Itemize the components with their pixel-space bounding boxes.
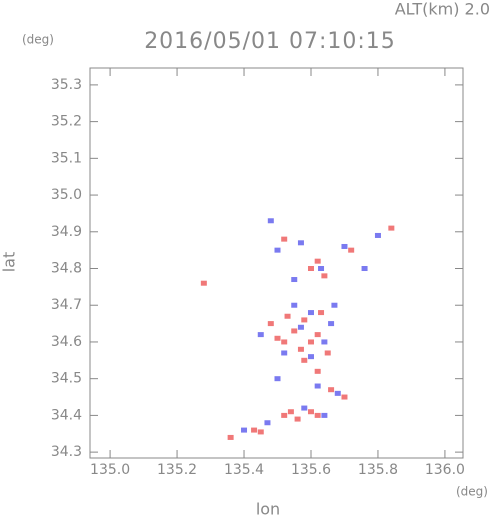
data-cell xyxy=(341,243,348,249)
data-cell xyxy=(281,236,288,242)
x-tick-label: 136.0 xyxy=(425,462,465,478)
data-cell xyxy=(291,302,298,308)
data-cell xyxy=(287,409,294,415)
x-axis-title: lon xyxy=(256,500,280,519)
data-cell xyxy=(294,416,301,422)
data-cell xyxy=(321,412,328,418)
x-tick-label: 135.4 xyxy=(224,462,264,478)
y-tick-label: 34.8 xyxy=(51,261,82,277)
y-tick-label: 34.7 xyxy=(51,297,82,313)
data-cell xyxy=(374,232,381,238)
data-cell xyxy=(314,368,321,374)
data-cell xyxy=(297,346,304,352)
y-tick-label: 35.2 xyxy=(51,114,82,130)
x-tick-label: 135.2 xyxy=(157,462,197,478)
data-cell xyxy=(307,310,314,316)
data-cell xyxy=(301,357,308,363)
data-cell xyxy=(324,350,331,356)
chart-title: 2016/05/01 07:10:15 xyxy=(144,29,396,54)
data-cell xyxy=(297,240,304,246)
data-cell xyxy=(257,429,264,435)
data-cell xyxy=(321,273,328,279)
data-cell xyxy=(281,339,288,345)
data-cell xyxy=(251,427,258,433)
data-cell xyxy=(318,266,325,272)
y-tick-label: 34.4 xyxy=(51,407,82,423)
y-tick-label: 35.0 xyxy=(51,187,82,203)
data-cell xyxy=(321,339,328,345)
y-unit: (deg) xyxy=(22,33,54,47)
data-cell xyxy=(301,317,308,323)
data-cell xyxy=(314,383,321,389)
y-tick-label: 34.3 xyxy=(51,444,82,460)
data-cell xyxy=(388,225,395,231)
data-cell xyxy=(307,339,314,345)
data-cell xyxy=(307,409,314,415)
data-cell xyxy=(291,277,298,283)
y-tick-label: 35.3 xyxy=(51,77,82,93)
y-tick-label: 34.5 xyxy=(51,371,82,387)
x-unit: (deg) xyxy=(456,485,488,499)
data-cell xyxy=(341,394,348,400)
data-cell xyxy=(274,376,281,382)
data-cell xyxy=(331,302,338,308)
x-tick-label: 135.0 xyxy=(90,462,130,478)
x-tick-label: 135.8 xyxy=(358,462,398,478)
y-tick-label: 34.9 xyxy=(51,224,82,240)
data-cell xyxy=(314,412,321,418)
data-cell xyxy=(348,247,355,253)
data-cell xyxy=(361,266,368,272)
x-tick-label: 135.6 xyxy=(291,462,331,478)
data-cell xyxy=(267,218,274,224)
data-cell xyxy=(318,310,325,316)
data-cell xyxy=(274,247,281,253)
data-cell xyxy=(328,387,335,393)
data-cell xyxy=(334,390,341,396)
data-cell xyxy=(200,280,207,286)
chart-subtitle: ALT(km) 2.0 xyxy=(395,0,490,19)
plot-frame xyxy=(89,67,464,459)
data-cell xyxy=(281,412,288,418)
data-cell xyxy=(307,266,314,272)
data-cell xyxy=(314,332,321,338)
data-cell xyxy=(328,321,335,327)
data-cell xyxy=(284,313,291,319)
data-cell xyxy=(264,420,271,426)
data-cell xyxy=(241,427,248,433)
y-tick-label: 35.1 xyxy=(51,150,82,166)
data-cell xyxy=(314,258,321,264)
data-cell xyxy=(307,354,314,360)
data-cell xyxy=(274,335,281,341)
data-cell xyxy=(291,328,298,334)
data-cell xyxy=(257,332,264,338)
data-cell xyxy=(227,434,234,440)
data-cell xyxy=(267,321,274,327)
data-cell xyxy=(297,324,304,330)
data-cell xyxy=(281,350,288,356)
y-tick-label: 34.6 xyxy=(51,334,82,350)
y-axis-title: lat xyxy=(0,252,19,273)
data-cell xyxy=(301,405,308,411)
